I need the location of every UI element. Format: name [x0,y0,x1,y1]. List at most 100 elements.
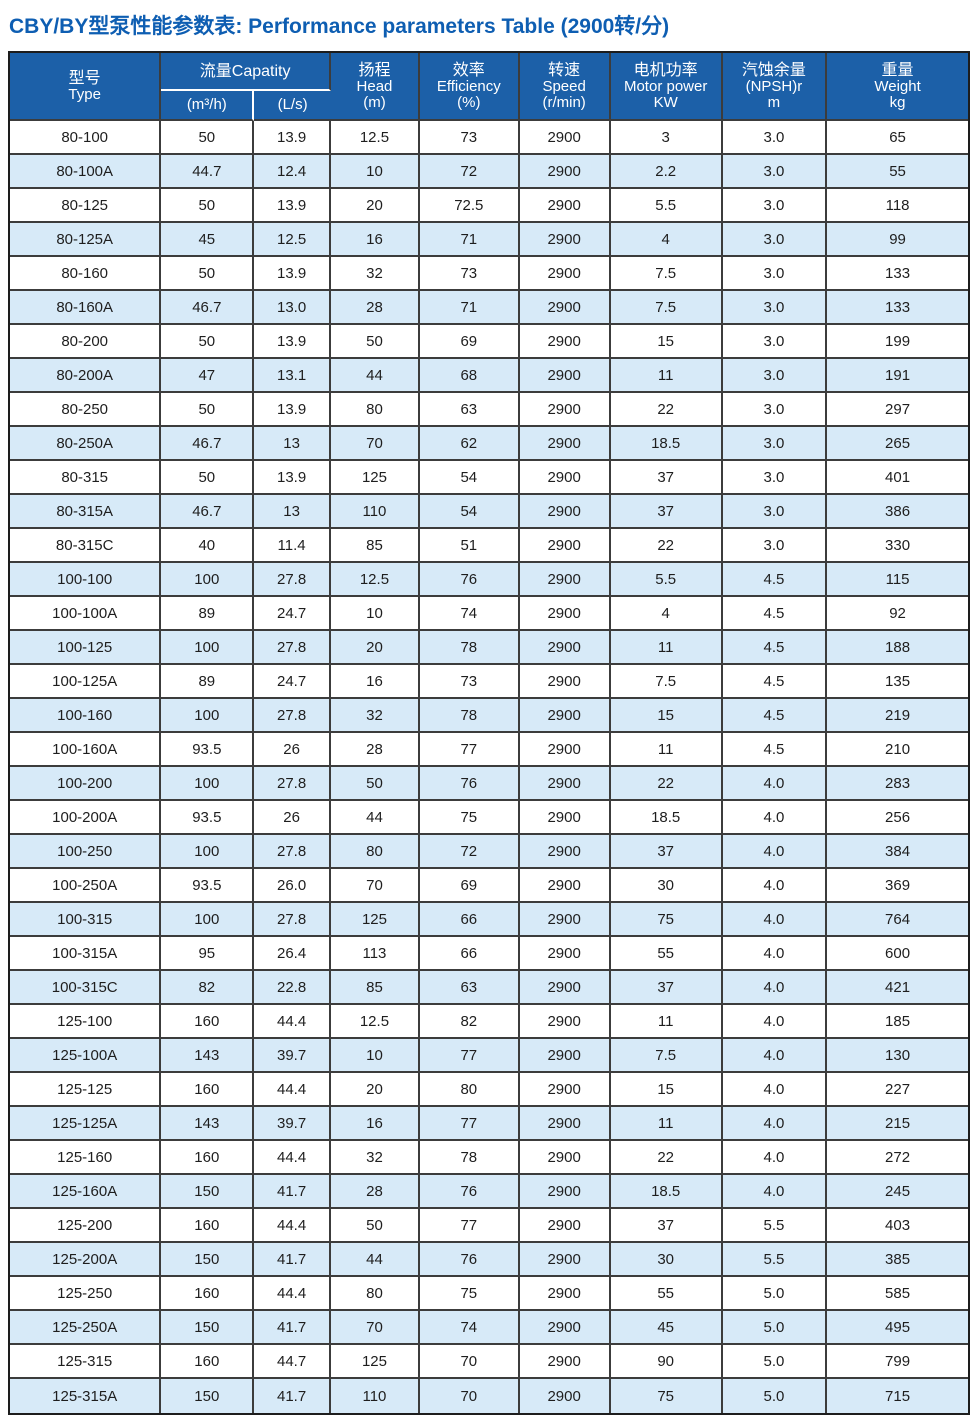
cell-capacity_ls: 13.9 [254,121,331,155]
cell-head: 12.5 [330,563,420,597]
cell-head: 20 [330,189,420,223]
table-row: 80-160A 46.7 13.0 28 71 2900 7.5 3.0 133 [10,291,968,325]
cell-head: 16 [330,665,420,699]
cell-motor_power: 75 [610,1379,723,1413]
cell-weight: 130 [827,1039,968,1073]
cell-speed: 2900 [519,563,611,597]
cell-head: 50 [330,325,420,359]
cell-npsh: 4.5 [722,733,828,767]
cell-head: 28 [330,291,420,325]
cell-speed: 2900 [519,699,611,733]
cell-motor_power: 5.5 [610,189,723,223]
cell-weight: 135 [827,665,968,699]
cell-speed: 2900 [519,359,611,393]
cell-weight: 133 [827,291,968,325]
cell-efficiency: 74 [420,597,520,631]
cell-capacity_m3h: 100 [161,767,255,801]
cell-speed: 2900 [519,665,611,699]
table-row: 125-250 160 44.4 80 75 2900 55 5.0 585 [10,1277,968,1311]
cell-efficiency: 76 [420,1175,520,1209]
cell-motor_power: 3 [610,121,723,155]
cell-weight: 385 [827,1243,968,1277]
cell-motor_power: 18.5 [610,801,723,835]
cell-speed: 2900 [519,1277,611,1311]
cell-head: 28 [330,1175,420,1209]
table-row: 125-100A 143 39.7 10 77 2900 7.5 4.0 130 [10,1039,968,1073]
cell-head: 125 [330,903,420,937]
cell-head: 32 [330,257,420,291]
cell-npsh: 5.0 [722,1345,828,1379]
cell-capacity_m3h: 160 [161,1345,255,1379]
cell-capacity_m3h: 47 [161,359,255,393]
cell-capacity_ls: 13.0 [254,291,331,325]
cell-efficiency: 73 [420,257,520,291]
cell-npsh: 4.5 [722,665,828,699]
cell-npsh: 4.0 [722,937,828,971]
cell-npsh: 3.0 [722,189,828,223]
cell-weight: 118 [827,189,968,223]
cell-capacity_m3h: 150 [161,1243,255,1277]
cell-efficiency: 77 [420,1107,520,1141]
cell-weight: 199 [827,325,968,359]
cell-weight: 215 [827,1107,968,1141]
cell-type: 100-200A [10,801,162,835]
cell-head: 50 [330,1209,420,1243]
cell-weight: 495 [827,1311,968,1345]
cell-capacity_ls: 12.5 [254,223,331,257]
cell-efficiency: 75 [420,801,520,835]
cell-efficiency: 75 [420,1277,520,1311]
cell-capacity_ls: 27.8 [254,563,331,597]
cell-efficiency: 69 [420,325,520,359]
col-header-head-zh: 扬程 [358,61,391,79]
cell-head: 85 [330,971,420,1005]
cell-speed: 2900 [519,733,611,767]
table-row: 80-160 50 13.9 32 73 2900 7.5 3.0 133 [10,257,968,291]
cell-npsh: 5.0 [722,1379,828,1413]
cell-npsh: 3.0 [722,495,828,529]
cell-capacity_m3h: 46.7 [161,427,255,461]
cell-speed: 2900 [519,1209,611,1243]
cell-head: 50 [330,767,420,801]
cell-capacity_m3h: 160 [161,1073,255,1107]
cell-capacity_ls: 13.9 [254,257,331,291]
table-row: 80-100A 44.7 12.4 10 72 2900 2.2 3.0 55 [10,155,968,189]
cell-efficiency: 74 [420,1311,520,1345]
cell-weight: 245 [827,1175,968,1209]
cell-npsh: 4.0 [722,1175,828,1209]
col-header-motor-power: 电机功率 Motor power KW [610,53,723,121]
cell-efficiency: 77 [420,733,520,767]
cell-speed: 2900 [519,1175,611,1209]
table-row: 80-315A 46.7 13 110 54 2900 37 3.0 386 [10,495,968,529]
cell-type: 100-100A [10,597,162,631]
cell-head: 10 [330,155,420,189]
cell-weight: 330 [827,529,968,563]
col-header-motor-power-zh: 电机功率 [633,61,698,79]
cell-npsh: 4.0 [722,835,828,869]
table-row: 125-315A 150 41.7 110 70 2900 75 5.0 715 [10,1379,968,1413]
table-row: 100-100A 89 24.7 10 74 2900 4 4.5 92 [10,597,968,631]
cell-type: 100-315C [10,971,162,1005]
cell-efficiency: 78 [420,631,520,665]
col-header-motor-power-en: Motor power [623,77,708,95]
cell-weight: 188 [827,631,968,665]
cell-weight: 764 [827,903,968,937]
cell-type: 100-315 [10,903,162,937]
col-header-capacity-group: 流量Capatity [161,53,331,91]
cell-head: 10 [330,1039,420,1073]
cell-motor_power: 18.5 [610,427,723,461]
cell-efficiency: 77 [420,1039,520,1073]
cell-speed: 2900 [519,903,611,937]
cell-npsh: 4.0 [722,1039,828,1073]
cell-speed: 2900 [519,1107,611,1141]
cell-capacity_m3h: 50 [161,121,255,155]
cell-head: 16 [330,1107,420,1141]
col-header-head-en: Head [356,77,393,95]
cell-type: 125-250A [10,1311,162,1345]
cell-capacity_ls: 44.4 [254,1277,331,1311]
cell-weight: 219 [827,699,968,733]
cell-weight: 386 [827,495,968,529]
cell-motor_power: 7.5 [610,1039,723,1073]
cell-motor_power: 2.2 [610,155,723,189]
cell-capacity_m3h: 100 [161,563,255,597]
cell-weight: 272 [827,1141,968,1175]
